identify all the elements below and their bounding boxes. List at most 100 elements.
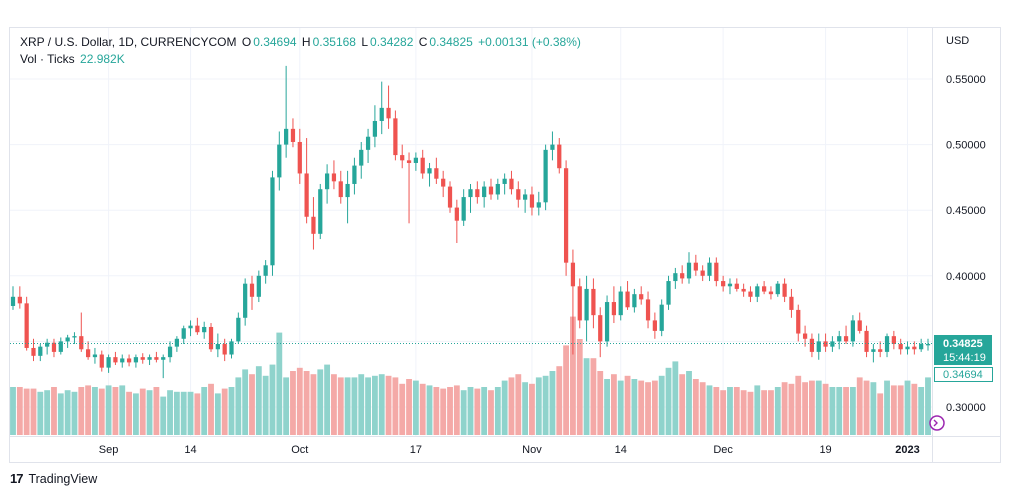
candle[interactable] bbox=[270, 170, 275, 276]
candle[interactable] bbox=[65, 334, 70, 348]
candle[interactable] bbox=[126, 354, 132, 367]
candle[interactable] bbox=[823, 333, 828, 352]
candle[interactable] bbox=[509, 170, 514, 195]
candle[interactable] bbox=[680, 265, 685, 284]
candle[interactable] bbox=[365, 128, 371, 163]
candle[interactable] bbox=[92, 347, 98, 364]
candle[interactable] bbox=[140, 353, 145, 364]
candle[interactable] bbox=[843, 325, 849, 345]
candle[interactable] bbox=[618, 286, 623, 321]
candle[interactable] bbox=[488, 178, 494, 200]
candle[interactable] bbox=[372, 105, 378, 148]
candle[interactable] bbox=[99, 350, 104, 372]
candle[interactable] bbox=[72, 332, 77, 345]
candle[interactable] bbox=[700, 265, 705, 282]
candle[interactable] bbox=[386, 85, 391, 129]
candle[interactable] bbox=[523, 189, 528, 213]
candle[interactable] bbox=[557, 138, 562, 174]
candle[interactable] bbox=[215, 333, 220, 358]
candle[interactable] bbox=[79, 312, 84, 352]
candle[interactable] bbox=[10, 286, 16, 310]
candle[interactable] bbox=[222, 338, 227, 362]
candle[interactable] bbox=[686, 252, 692, 284]
candle[interactable] bbox=[133, 354, 139, 368]
candle[interactable] bbox=[584, 275, 589, 342]
price-axis[interactable]: USD 0.55000 0.50000 0.45000 0.40000 0.30000 bbox=[946, 35, 986, 414]
candle[interactable] bbox=[17, 286, 22, 309]
candle[interactable] bbox=[714, 257, 719, 287]
candle[interactable] bbox=[789, 288, 794, 318]
candle[interactable] bbox=[632, 288, 637, 313]
candle[interactable] bbox=[604, 295, 610, 347]
candle[interactable] bbox=[181, 325, 186, 345]
candle[interactable] bbox=[611, 286, 617, 324]
candle[interactable] bbox=[51, 338, 57, 358]
candle[interactable] bbox=[878, 341, 883, 358]
candle[interactable] bbox=[195, 317, 200, 335]
candle[interactable] bbox=[236, 312, 241, 345]
candle[interactable] bbox=[454, 199, 459, 243]
candle[interactable] bbox=[652, 312, 657, 339]
candle[interactable] bbox=[359, 141, 364, 179]
candle[interactable] bbox=[536, 191, 541, 216]
candle[interactable] bbox=[120, 354, 125, 368]
candle[interactable] bbox=[857, 312, 862, 334]
candle[interactable] bbox=[919, 338, 924, 352]
candle[interactable] bbox=[277, 131, 282, 191]
candle[interactable] bbox=[550, 131, 555, 161]
candle[interactable] bbox=[645, 291, 651, 329]
candle[interactable] bbox=[420, 149, 425, 179]
candle[interactable] bbox=[331, 160, 337, 190]
candle[interactable] bbox=[24, 296, 29, 351]
candle[interactable] bbox=[352, 157, 357, 195]
candle[interactable] bbox=[38, 344, 43, 362]
candle[interactable] bbox=[727, 278, 733, 295]
candle[interactable] bbox=[202, 321, 207, 339]
candle[interactable] bbox=[263, 260, 268, 284]
candle[interactable] bbox=[495, 178, 500, 200]
candle[interactable] bbox=[311, 197, 316, 250]
candle[interactable] bbox=[318, 183, 323, 240]
candle[interactable] bbox=[413, 152, 418, 171]
candle[interactable] bbox=[58, 337, 63, 355]
candle[interactable] bbox=[782, 278, 787, 303]
candle[interactable] bbox=[208, 323, 214, 352]
candle[interactable] bbox=[297, 128, 302, 184]
candle[interactable] bbox=[502, 173, 507, 195]
candle[interactable] bbox=[174, 336, 179, 352]
candle[interactable] bbox=[338, 170, 343, 204]
candle[interactable] bbox=[734, 278, 739, 292]
candle[interactable] bbox=[400, 144, 405, 169]
candle[interactable] bbox=[809, 333, 815, 358]
candle[interactable] bbox=[625, 281, 630, 310]
candle[interactable] bbox=[243, 278, 248, 326]
candle[interactable] bbox=[461, 189, 466, 226]
candle[interactable] bbox=[864, 325, 869, 358]
candle[interactable] bbox=[796, 304, 801, 342]
candle[interactable] bbox=[707, 257, 712, 282]
candle[interactable] bbox=[284, 65, 289, 158]
candle[interactable] bbox=[563, 160, 569, 276]
candle[interactable] bbox=[673, 267, 678, 289]
candle[interactable] bbox=[188, 320, 193, 337]
candle[interactable] bbox=[249, 275, 255, 310]
candle[interactable] bbox=[666, 275, 671, 310]
candle[interactable] bbox=[577, 278, 582, 329]
candle[interactable] bbox=[570, 249, 576, 355]
candle[interactable] bbox=[113, 351, 118, 366]
candles[interactable] bbox=[10, 65, 931, 379]
candle[interactable] bbox=[891, 330, 896, 350]
candle[interactable] bbox=[147, 354, 152, 366]
candle[interactable] bbox=[304, 138, 309, 224]
candle[interactable] bbox=[639, 286, 644, 305]
candle[interactable] bbox=[912, 341, 917, 355]
candle[interactable] bbox=[755, 283, 760, 303]
candle[interactable] bbox=[741, 283, 746, 297]
candle[interactable] bbox=[393, 110, 398, 161]
candle[interactable] bbox=[529, 186, 535, 216]
candle[interactable] bbox=[816, 333, 821, 360]
candle[interactable] bbox=[925, 338, 931, 351]
tradingview-footer[interactable]: 17 TradingView bbox=[10, 471, 97, 486]
candle[interactable] bbox=[229, 338, 234, 359]
candle[interactable] bbox=[768, 286, 774, 300]
